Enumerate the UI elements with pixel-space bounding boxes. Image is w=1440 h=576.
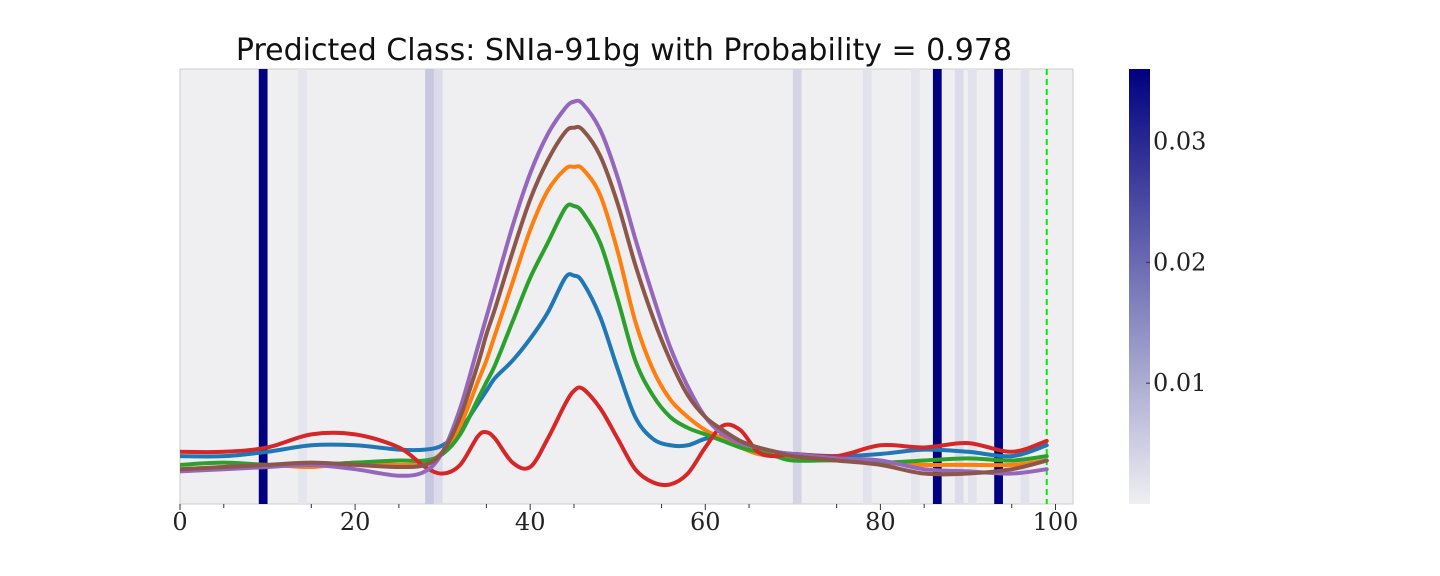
attention-band <box>994 69 1003 504</box>
attention-band <box>911 69 920 504</box>
colorbar-tick-label: 0.01 <box>1153 369 1206 397</box>
attention-band <box>932 69 942 504</box>
attention-band <box>792 69 802 504</box>
series-line-3 <box>180 202 1049 468</box>
x-tick-label: 60 <box>690 508 721 536</box>
attention-bands <box>258 69 1030 504</box>
attention-band <box>862 69 872 504</box>
colorbar-tick-label: 0.03 <box>1153 128 1206 156</box>
x-tick-label: 100 <box>1033 508 1079 536</box>
colorbar-tick-label: 0.02 <box>1153 248 1206 276</box>
x-tick-label: 80 <box>865 508 896 536</box>
series-line-5 <box>180 98 1049 478</box>
series-line-2 <box>180 164 1049 472</box>
attention-band <box>967 69 977 504</box>
series-lines <box>180 98 1049 488</box>
series-line-6 <box>180 124 1049 477</box>
x-tick-label: 20 <box>340 508 371 536</box>
x-axis: 0 20 40 60 80 100 <box>172 504 1078 536</box>
attention-band <box>1020 69 1030 504</box>
attention-band <box>954 69 964 504</box>
attention-band <box>298 69 307 504</box>
x-tick-label: 0 <box>172 508 187 536</box>
colorbar-ticks: 0.01 0.02 0.03 <box>1146 128 1206 397</box>
chart-title: Predicted Class: SNIa-91bg with Probabil… <box>236 33 1012 68</box>
attention-band <box>258 69 268 504</box>
colorbar <box>1129 69 1150 504</box>
attention-band <box>433 69 443 504</box>
x-tick-label: 40 <box>515 508 546 536</box>
attention-band <box>425 69 434 504</box>
